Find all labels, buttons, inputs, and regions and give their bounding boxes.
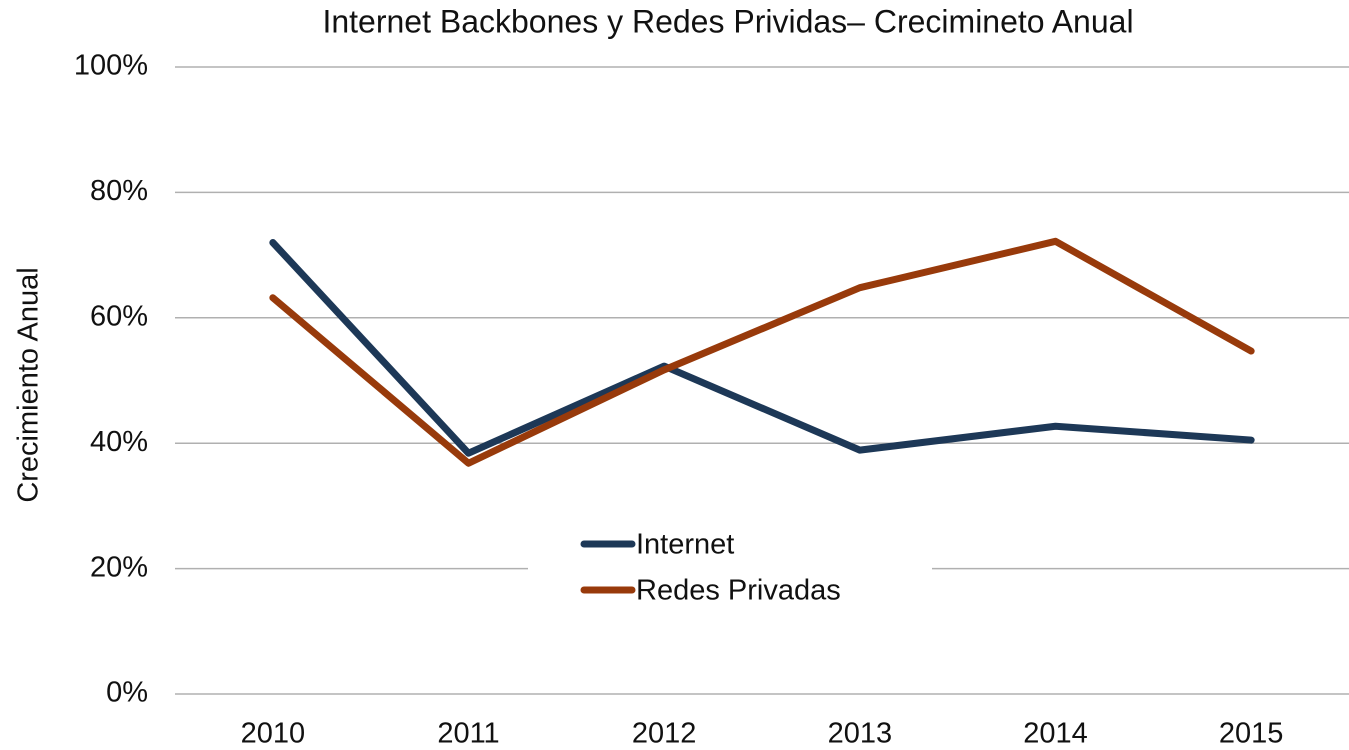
line-series <box>269 239 1255 457</box>
y-tick-label: 80% <box>90 175 148 207</box>
legend-background <box>528 520 932 612</box>
legend-label: Internet <box>636 529 734 561</box>
x-tick-label: 2012 <box>632 718 697 750</box>
chart-title: Internet Backbones y Redes Prividas– Cre… <box>322 3 1133 39</box>
x-tick-label: 2015 <box>1219 718 1284 750</box>
x-tick-label: 2010 <box>241 718 306 750</box>
y-tick-label: 40% <box>90 426 148 458</box>
y-tick-label: 0% <box>106 677 148 709</box>
y-tick-label: 20% <box>90 551 148 583</box>
legend-label: Redes Privadas <box>636 575 841 607</box>
y-axis-label: Crecimiento Anual <box>13 267 45 502</box>
y-tick-label: 100% <box>74 50 148 82</box>
x-tick-label: 2013 <box>828 718 893 750</box>
line-series <box>269 237 1255 467</box>
x-tick-label: 2011 <box>437 718 499 750</box>
y-tick-label: 60% <box>90 300 148 332</box>
x-tick-label: 2014 <box>1023 718 1088 750</box>
